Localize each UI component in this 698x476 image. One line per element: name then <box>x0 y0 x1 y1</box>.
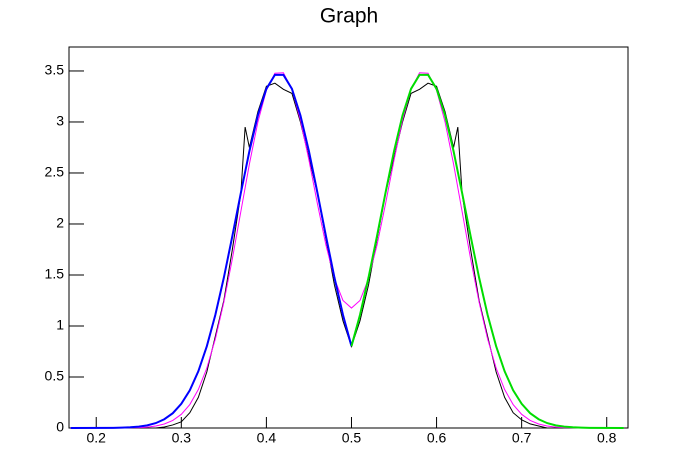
y-tick-label: 2 <box>56 215 64 231</box>
y-tick-label: 0 <box>56 419 64 435</box>
x-tick-label: 0.7 <box>512 430 532 446</box>
series-line <box>350 73 624 429</box>
x-tick-label: 0.2 <box>86 430 106 446</box>
y-tick-label: 1 <box>56 317 64 333</box>
x-tick-label: 0.5 <box>342 430 362 446</box>
series-line <box>70 73 353 429</box>
chart-title: Graph <box>320 5 378 28</box>
y-tick-label: 2.5 <box>45 164 65 180</box>
plot-frame <box>68 46 629 429</box>
y-tick-label: 0.5 <box>45 368 65 384</box>
x-tick-label: 0.3 <box>172 430 192 446</box>
y-tick-label: 3 <box>56 113 64 129</box>
series-line <box>70 82 624 429</box>
y-tick-label: 3.5 <box>45 62 65 78</box>
y-tick-label: 1.5 <box>45 266 65 282</box>
series-line <box>70 72 624 429</box>
x-tick-label: 0.6 <box>427 430 447 446</box>
x-tick-label: 0.8 <box>597 430 617 446</box>
x-tick-label: 0.4 <box>257 430 277 446</box>
